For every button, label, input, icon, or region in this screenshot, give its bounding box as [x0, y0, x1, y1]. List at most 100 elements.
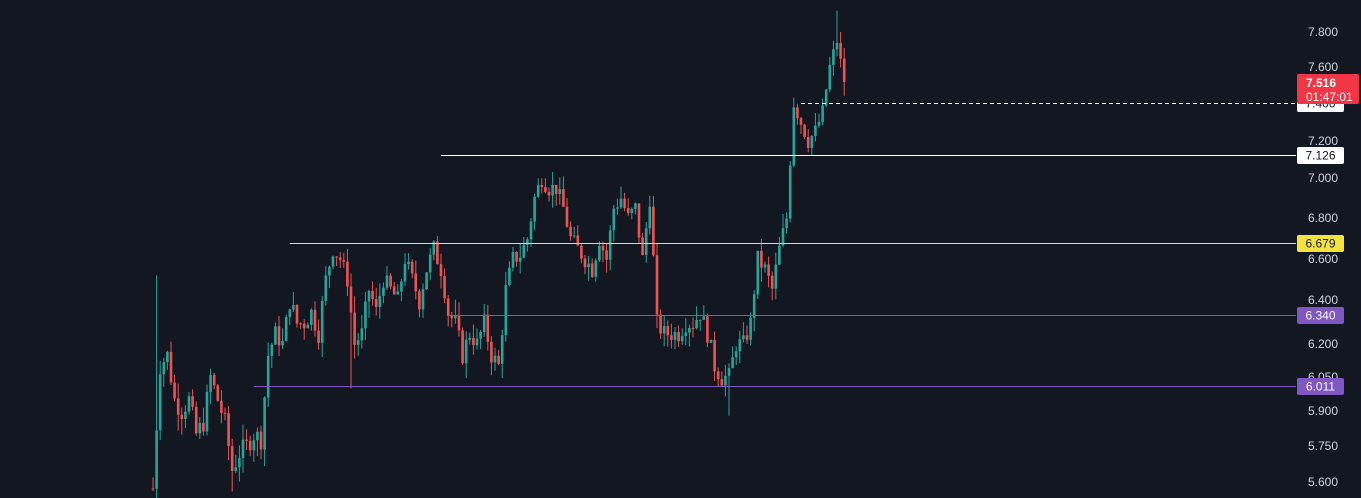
candle-body [216, 385, 220, 401]
candle-body [698, 319, 702, 321]
candle-body [648, 206, 652, 229]
candle-body [493, 355, 497, 363]
candle-body [371, 290, 374, 299]
candle-body [536, 185, 540, 197]
candle-body [400, 281, 403, 292]
candle-body [785, 218, 788, 229]
candle-body [590, 263, 594, 277]
candle-body [824, 89, 828, 106]
candle-body [720, 379, 724, 386]
candle-body [828, 64, 832, 90]
candle-body [817, 121, 821, 126]
candle-body [454, 316, 457, 319]
candle-body [745, 335, 749, 340]
candle-body [659, 314, 662, 334]
candle-body [731, 357, 734, 369]
candle-body [414, 273, 418, 292]
candle-body [392, 286, 396, 295]
candle-body [598, 245, 601, 261]
candle-body [515, 251, 518, 262]
candle-body [317, 330, 320, 343]
candle-body [684, 332, 688, 337]
candle-body [151, 488, 155, 490]
candle-body [799, 118, 803, 125]
candle-body [518, 257, 522, 262]
candle-body [767, 264, 770, 276]
candle-body [558, 189, 562, 194]
candle-body [490, 341, 493, 363]
candle-body [695, 320, 698, 329]
candle-body [356, 340, 360, 345]
candle-body [464, 339, 468, 364]
candle-body [328, 266, 331, 276]
candle-body [320, 300, 324, 343]
candle-body [338, 257, 342, 261]
candle-body [367, 290, 371, 302]
candle-body [284, 317, 288, 342]
candle-body [608, 230, 612, 260]
candle-body [173, 382, 176, 399]
candle-body [637, 203, 641, 238]
candle-body [155, 430, 158, 489]
candle-body [504, 285, 508, 336]
candle-body [259, 431, 263, 450]
current-price-badge [1297, 74, 1359, 104]
candle-body [526, 239, 529, 245]
candle-body [202, 422, 205, 432]
candle-body [158, 374, 162, 431]
candle-body [331, 256, 335, 267]
candle-body [551, 184, 554, 196]
candle-body [680, 336, 684, 342]
candle-body [461, 330, 464, 364]
candle-body [194, 406, 198, 434]
candle-body [810, 136, 814, 148]
candle-body [364, 301, 367, 329]
candle-body [626, 208, 630, 213]
level-badge-label: 6.340 [1305, 309, 1335, 323]
price-tick-label: 6.200 [1308, 337, 1338, 351]
candle-body [385, 275, 389, 288]
candle-body [482, 314, 486, 333]
candle-body [655, 255, 659, 315]
price-tick-label: 5.750 [1308, 439, 1338, 453]
candle-body [540, 185, 544, 187]
level-badge-label: 7.126 [1305, 149, 1335, 163]
candle-body [623, 198, 626, 209]
candle-body [673, 331, 677, 340]
candle-body [569, 226, 572, 237]
price-tick-label: 7.600 [1308, 60, 1338, 74]
candle-body [806, 137, 810, 148]
candle-body [716, 371, 720, 380]
candle-body [580, 245, 583, 259]
candle-body [508, 267, 511, 286]
candle-body [252, 440, 256, 451]
candle-body [778, 245, 781, 265]
candle-body [666, 326, 670, 336]
candle-body [529, 221, 533, 240]
candle-countdown-label: 01:47:01 [1306, 90, 1353, 104]
candle-body [605, 250, 608, 260]
candle-body [166, 351, 169, 363]
candle-body [389, 275, 392, 287]
candle-body [533, 196, 536, 222]
candle-body [547, 191, 551, 196]
candle-body [814, 125, 817, 137]
candle-body [709, 339, 713, 343]
candle-body [706, 316, 709, 343]
candle-body [266, 355, 270, 398]
candle-body [428, 254, 432, 273]
candle-body [270, 344, 274, 356]
candle-body [191, 396, 194, 407]
candle-body [781, 228, 785, 246]
candle-body [281, 341, 284, 346]
candle-body [760, 250, 763, 268]
candle-body [277, 326, 281, 346]
candle-body [169, 351, 173, 383]
candle-body [763, 264, 767, 268]
candle-body [230, 446, 234, 472]
candle-body [727, 368, 731, 376]
candle-body [821, 105, 824, 122]
candle-body [209, 374, 212, 392]
candle-body [788, 165, 792, 219]
candle-body [184, 411, 187, 419]
